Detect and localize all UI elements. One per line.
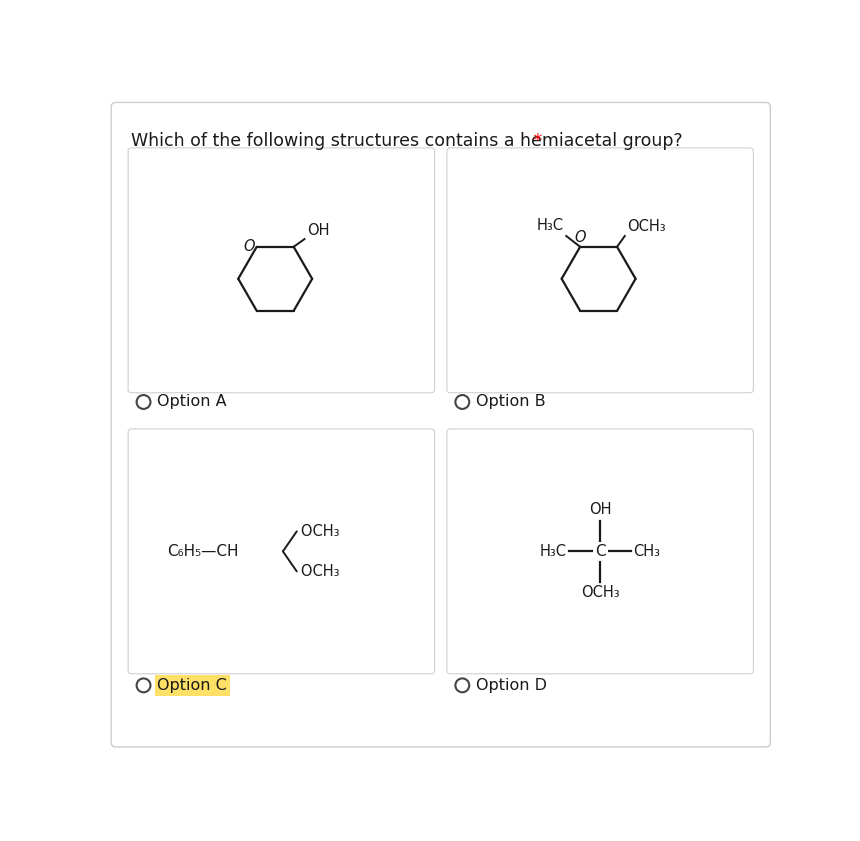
Text: H₃C: H₃C xyxy=(536,218,563,233)
Text: *: * xyxy=(528,133,542,151)
Text: OH: OH xyxy=(589,502,611,516)
FancyBboxPatch shape xyxy=(111,103,771,747)
Text: OCH₃: OCH₃ xyxy=(298,524,340,539)
Circle shape xyxy=(137,395,150,409)
FancyBboxPatch shape xyxy=(447,148,753,393)
Circle shape xyxy=(456,679,470,692)
Text: Option A: Option A xyxy=(157,394,227,410)
Text: C₆H₅—CH: C₆H₅—CH xyxy=(168,544,239,559)
Text: OCH₃: OCH₃ xyxy=(298,563,340,579)
Text: Option B: Option B xyxy=(476,394,546,410)
Text: C: C xyxy=(595,544,605,559)
Text: OCH₃: OCH₃ xyxy=(580,585,619,600)
Text: H₃C: H₃C xyxy=(540,544,567,559)
Circle shape xyxy=(456,395,470,409)
Text: O: O xyxy=(574,230,586,246)
Text: CH₃: CH₃ xyxy=(633,544,660,559)
FancyBboxPatch shape xyxy=(447,429,753,674)
Text: OH: OH xyxy=(307,223,329,237)
Circle shape xyxy=(137,679,150,692)
Text: Which of the following structures contains a hemiacetal group?: Which of the following structures contai… xyxy=(132,133,683,151)
Text: O: O xyxy=(243,239,255,253)
Text: OCH₃: OCH₃ xyxy=(627,219,666,234)
Text: Option D: Option D xyxy=(476,678,547,693)
FancyBboxPatch shape xyxy=(128,148,434,393)
FancyBboxPatch shape xyxy=(128,429,434,674)
Text: Option C: Option C xyxy=(157,678,227,693)
